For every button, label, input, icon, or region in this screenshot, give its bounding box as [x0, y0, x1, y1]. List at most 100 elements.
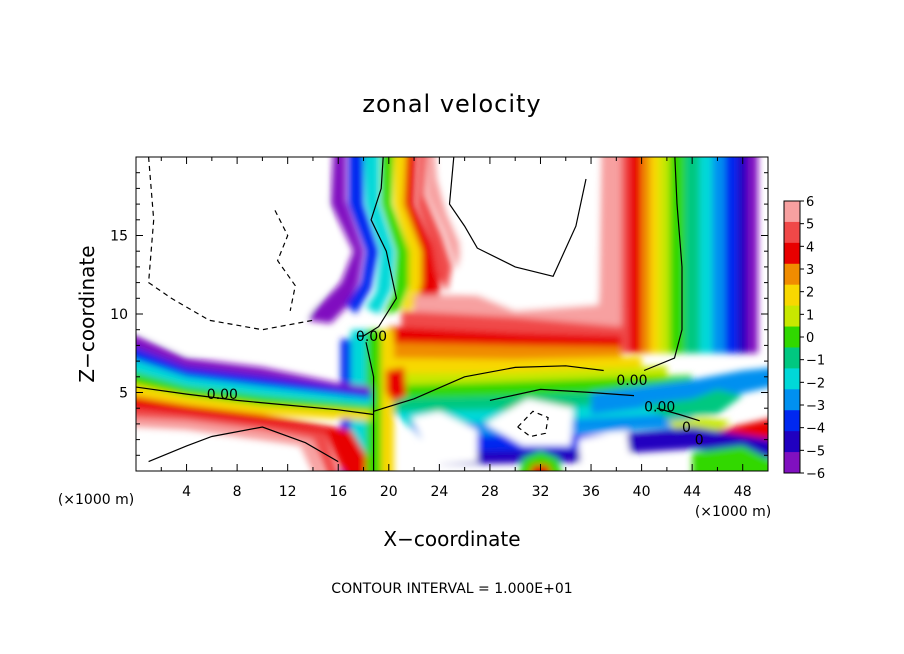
- shear-layer: [371, 375, 693, 402]
- x-tick-label: 16: [329, 484, 347, 500]
- velocity-field: [136, 157, 768, 471]
- upper-left-jet: [393, 157, 425, 311]
- colorbar-label: 5: [806, 218, 814, 233]
- colorbar-swatch: [784, 452, 800, 474]
- upper-left-jet: [345, 157, 379, 314]
- contour-lines: [136, 157, 700, 471]
- x-unit-left: (×1000 m): [58, 492, 134, 508]
- zero-contour-lower: [489, 388, 635, 401]
- x-tick-label: 20: [380, 484, 398, 500]
- right-jet-band: [650, 157, 660, 354]
- blank-region: [484, 398, 574, 446]
- lower-left-jet: [136, 335, 372, 393]
- lower-left-jet: [136, 396, 366, 471]
- blank-region: [444, 157, 599, 311]
- colorbar-label: −3: [806, 399, 825, 414]
- colorbar-label: 2: [806, 286, 814, 301]
- dashed-contour-upper-mid: [274, 210, 296, 312]
- right-jet-band: [737, 157, 748, 354]
- contour-interval-note: CONTOUR INTERVAL = 1.000E+01: [331, 581, 572, 597]
- lower-left-jet: [136, 408, 339, 471]
- x-tick-label: 32: [532, 484, 550, 500]
- contour-label: 0.00: [207, 387, 238, 403]
- shear-layer: [371, 365, 667, 390]
- upper-left-jet: [307, 157, 364, 324]
- zero-contour-small: [656, 407, 700, 422]
- right-jet-band: [725, 157, 738, 354]
- x-tick-label: 28: [481, 484, 499, 500]
- colorbar-label: 3: [806, 263, 814, 278]
- zero-contour-vertical: [365, 342, 375, 471]
- colorbar-swatch: [784, 221, 800, 244]
- x-tick-label: 12: [279, 484, 297, 500]
- colorbar-swatch: [784, 389, 800, 411]
- upper-left-jet: [416, 157, 452, 292]
- colorbar-label: −6: [806, 467, 825, 482]
- vertical-drop: [381, 329, 394, 471]
- x-unit-right: (×1000 m): [695, 504, 771, 520]
- right-jet-band: [629, 157, 642, 354]
- colorbar-label: 0: [806, 331, 814, 346]
- lower-left-jet: [136, 360, 372, 406]
- colorbar-swatch: [784, 326, 800, 348]
- x-tick-label: 36: [582, 484, 600, 500]
- lower-left-jet: [136, 384, 372, 421]
- shear-layer: [371, 356, 642, 377]
- contour-labels: 0.00 0.00 0.00 0.00 00: [207, 329, 704, 449]
- right-jet-band: [699, 157, 713, 354]
- colorbar-swatch: [784, 201, 800, 223]
- zero-contour-mid: [373, 365, 604, 412]
- lower-left-jet: [136, 417, 324, 471]
- x-tick-label: 44: [683, 484, 701, 500]
- contour-label: 0.00: [356, 329, 387, 345]
- x-tick-label: 8: [233, 484, 242, 500]
- upper-left-jet: [381, 157, 409, 314]
- lower-right-region: [692, 445, 768, 471]
- colorbar-label: 4: [806, 240, 814, 255]
- right-jet-band: [669, 157, 685, 354]
- right-jet-band: [747, 157, 758, 354]
- colorbar-label: −4: [806, 422, 825, 437]
- red-blob: [386, 367, 407, 402]
- lower-right-region: [591, 368, 768, 415]
- shear-layer: [376, 342, 622, 362]
- colorbar-swatch: [784, 368, 800, 390]
- blank-region: [136, 157, 336, 352]
- y-axis-ticks: 5 10 15: [110, 172, 768, 456]
- right-jet-band: [684, 157, 700, 354]
- zero-contour-left: [136, 386, 374, 416]
- colorbar-label: 6: [806, 195, 814, 210]
- lower-left-jet: [136, 372, 372, 412]
- contour-label: 0.00: [616, 373, 647, 389]
- dashed-contour-upper-left: [147, 157, 314, 331]
- blank-region: [578, 430, 632, 468]
- x-tick-label: 48: [734, 484, 752, 500]
- blank-region: [136, 430, 303, 471]
- shear-layer: [388, 326, 622, 349]
- colorbar-swatch: [784, 284, 800, 307]
- thin-contour-lower-left: [148, 426, 339, 463]
- colorbar: 6 5 4 3 2 1 0 −1 −2 −3 −4 −5 −6: [783, 195, 825, 482]
- contour-label: 0: [695, 433, 704, 449]
- x-tick-label: 24: [430, 484, 448, 500]
- x-tick-label: 4: [182, 484, 191, 500]
- y-tick-label: 10: [110, 307, 128, 323]
- right-jet-edge: [598, 157, 619, 330]
- y-tick-label: 15: [110, 229, 128, 245]
- colorbar-swatch: [784, 263, 800, 286]
- right-jet-band: [712, 157, 725, 354]
- chart-title: zonal velocity: [362, 90, 541, 118]
- colorbar-label: −5: [806, 444, 825, 459]
- colorbar-label: 1: [806, 308, 814, 323]
- colorbar-swatch: [784, 431, 800, 453]
- thin-contour-upper-center: [448, 157, 587, 278]
- lower-left-jet: [136, 347, 372, 399]
- y-tick-label: 5: [119, 386, 128, 402]
- zero-contour-right: [643, 157, 683, 372]
- upper-left-jet: [426, 157, 463, 270]
- x-axis-ticks: 4 8 12 16 20 24 28 32 36 40 44 48: [160, 157, 752, 500]
- right-jet-band: [641, 157, 651, 354]
- bottom-blob: [519, 450, 562, 471]
